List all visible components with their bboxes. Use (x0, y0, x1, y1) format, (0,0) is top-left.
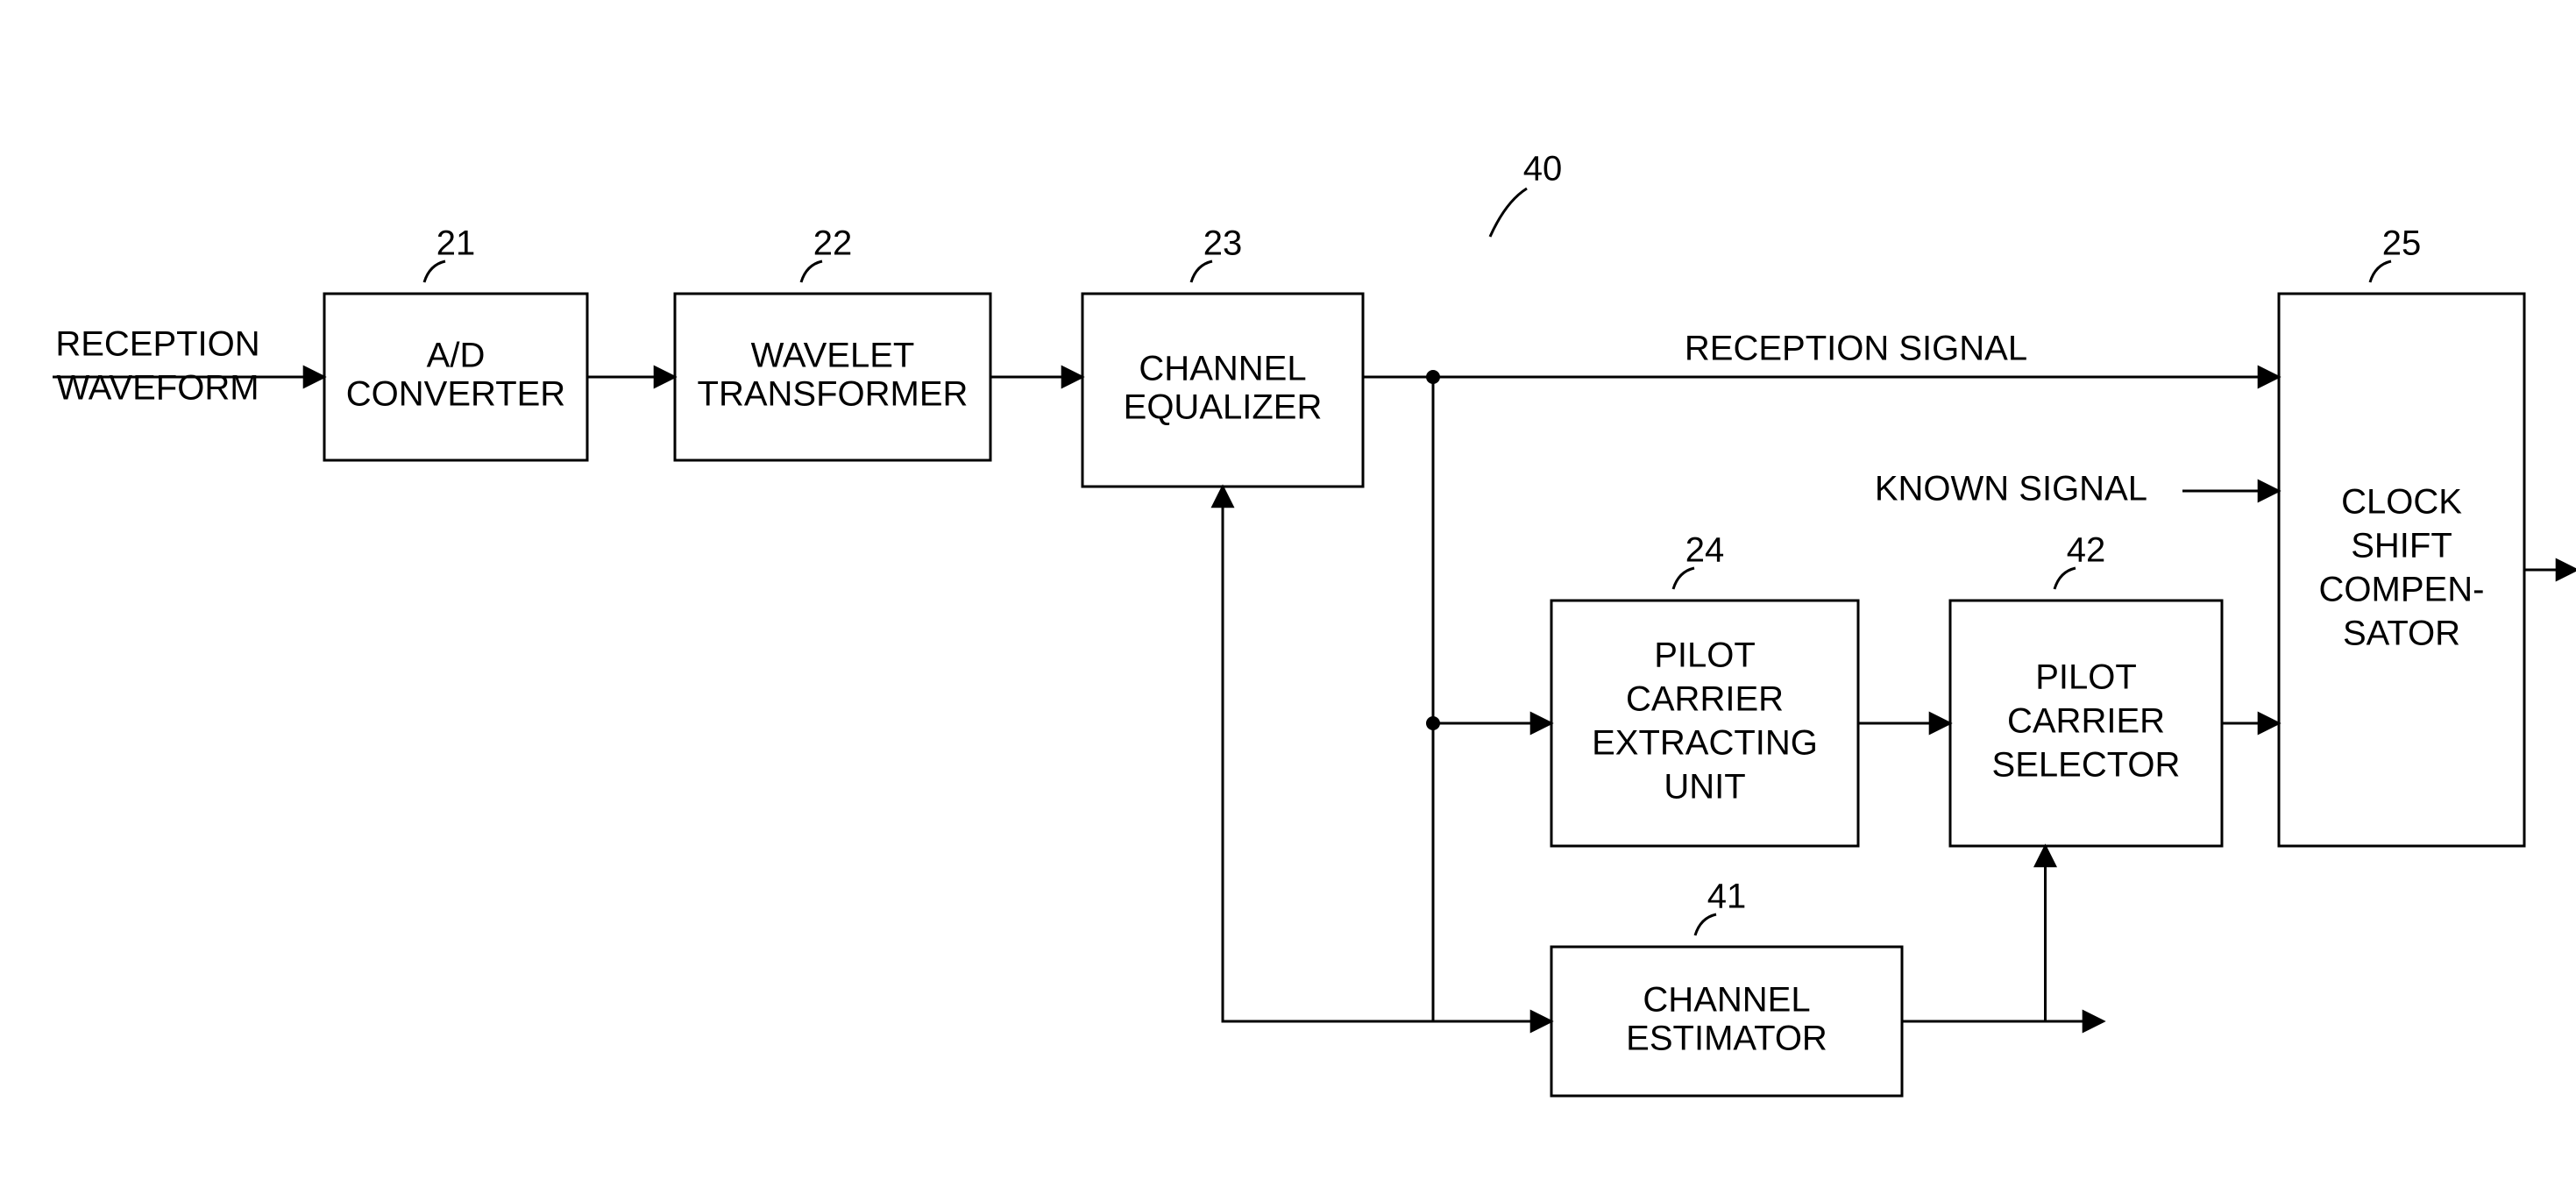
ce-l1: CHANNEL (1643, 981, 1810, 1020)
cc-l1: CLOCK (2341, 483, 2462, 522)
ad-line1: A/D (427, 337, 486, 375)
ref-41-hook (1695, 914, 1716, 935)
pe-l3: EXTRACTING (1592, 724, 1818, 763)
input-label-l1: RECEPTION (55, 325, 259, 364)
ref-24-num: 24 (1685, 531, 1725, 570)
ref-25-hook (2370, 261, 2391, 282)
label-known-signal: KNOWN SIGNAL (1875, 470, 2147, 508)
ref-23-hook (1191, 261, 1212, 282)
ref-21-num: 21 (436, 224, 476, 263)
ref-22-num: 22 (813, 224, 853, 263)
ps-l3: SELECTOR (1992, 746, 2181, 785)
ref-25-num: 25 (2382, 224, 2422, 263)
ref-40-hook (1490, 188, 1527, 237)
ps-l1: PILOT (2035, 658, 2137, 697)
ref-24-hook (1673, 568, 1694, 589)
input-label-l2: WAVEFORM (56, 369, 259, 408)
ref-41-num: 41 (1707, 878, 1747, 916)
cc-l2: SHIFT (2351, 527, 2452, 565)
wire-ce-feedback-eq (1223, 487, 1551, 1021)
ref-42-hook (2054, 568, 2076, 589)
ce-l2: ESTIMATOR (1626, 1020, 1827, 1058)
label-reception-signal: RECEPTION SIGNAL (1685, 330, 2027, 368)
eq-line1: CHANNEL (1139, 350, 1306, 388)
eq-line2: EQUALIZER (1124, 388, 1323, 427)
ref-23-num: 23 (1203, 224, 1243, 263)
wavelet-line1: WAVELET (751, 337, 915, 375)
pe-l4: UNIT (1664, 768, 1745, 807)
ref-21-hook (424, 261, 445, 282)
ps-l2: CARRIER (2007, 702, 2165, 741)
wavelet-line2: TRANSFORMER (698, 375, 969, 414)
pe-l2: CARRIER (1626, 680, 1784, 719)
cc-l3: COMPEN- (2319, 571, 2485, 609)
ref-22-hook (801, 261, 822, 282)
ref-40-num: 40 (1523, 150, 1563, 188)
ad-line2: CONVERTER (346, 375, 565, 414)
pe-l1: PILOT (1654, 636, 1756, 675)
cc-l4: SATOR (2343, 615, 2460, 653)
ref-42-num: 42 (2067, 531, 2106, 570)
